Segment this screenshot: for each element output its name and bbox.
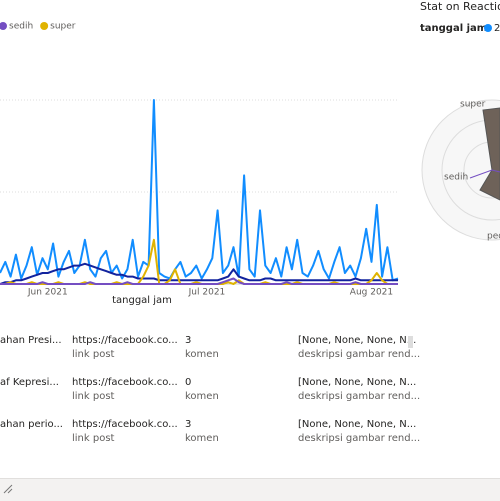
- table-cell: https://facebook.co...: [72, 335, 178, 346]
- table-subcell: komen: [185, 391, 219, 402]
- radar-title: Stat on Reaction: [420, 0, 500, 13]
- legend-title: tanggal jam: [420, 23, 487, 34]
- x-tick-label: Jul 2021: [188, 288, 226, 298]
- radar-shape: [479, 107, 500, 201]
- table-cell: [None, None, None, N...: [298, 335, 417, 346]
- table-cell: [None, None, None, N...: [298, 377, 417, 388]
- table-cell: https://facebook.co...: [72, 419, 178, 430]
- series-line: [0, 238, 398, 285]
- x-tick-label: Jun 2021: [27, 288, 68, 298]
- table-cell: af Kepresi...: [0, 377, 59, 388]
- table-cell: ahan Presi...: [0, 335, 62, 346]
- table-subcell: link post: [72, 433, 115, 444]
- x-tick-label: Aug 2021: [350, 288, 393, 298]
- table-cell: 0: [185, 377, 192, 388]
- table-cell: 3: [185, 335, 192, 346]
- table-subcell: deskripsi gambar rend...: [298, 391, 421, 402]
- chart: tanggal jam Stat on Reaction tanggal jam…: [0, 0, 500, 306]
- radar-ring: [421, 99, 500, 241]
- table-cell: ahan perio...: [0, 419, 63, 430]
- table-cell: https://facebook.co...: [72, 377, 178, 388]
- x-axis-title: tanggal jam: [112, 295, 172, 306]
- table-cell: [None, None, None, N...: [298, 419, 417, 430]
- radar-axis-label: super: [460, 100, 486, 110]
- legend-marker: [484, 24, 492, 32]
- legend-marker: [0, 22, 7, 30]
- table-subcell: link post: [72, 349, 115, 360]
- resize-icon[interactable]: [2, 483, 14, 495]
- legend-label: sedih: [9, 22, 33, 32]
- radar-axis-label: ped: [487, 232, 500, 242]
- table-subcell: komen: [185, 349, 219, 360]
- series-line: [0, 262, 398, 285]
- table-subcell: deskripsi gambar rend...: [298, 349, 421, 360]
- table-subcell: link post: [72, 391, 115, 402]
- table-subcell: deskripsi gambar rend...: [298, 433, 421, 444]
- series-line: [0, 99, 399, 282]
- legend-marker: [40, 22, 49, 30]
- status-bar: [0, 478, 500, 501]
- table-cell: 3: [185, 419, 192, 430]
- radar: Stat on Reaction tanggal jam 20 super se…: [420, 0, 500, 242]
- scrollbar[interactable]: [408, 336, 413, 348]
- legend-item: 20: [494, 23, 500, 34]
- table-subcell: komen: [185, 433, 219, 444]
- radar-axis-label: sedih: [444, 173, 468, 183]
- legend-label: super: [50, 22, 76, 32]
- series-line: [0, 277, 398, 285]
- radar-line: [469, 169, 500, 179]
